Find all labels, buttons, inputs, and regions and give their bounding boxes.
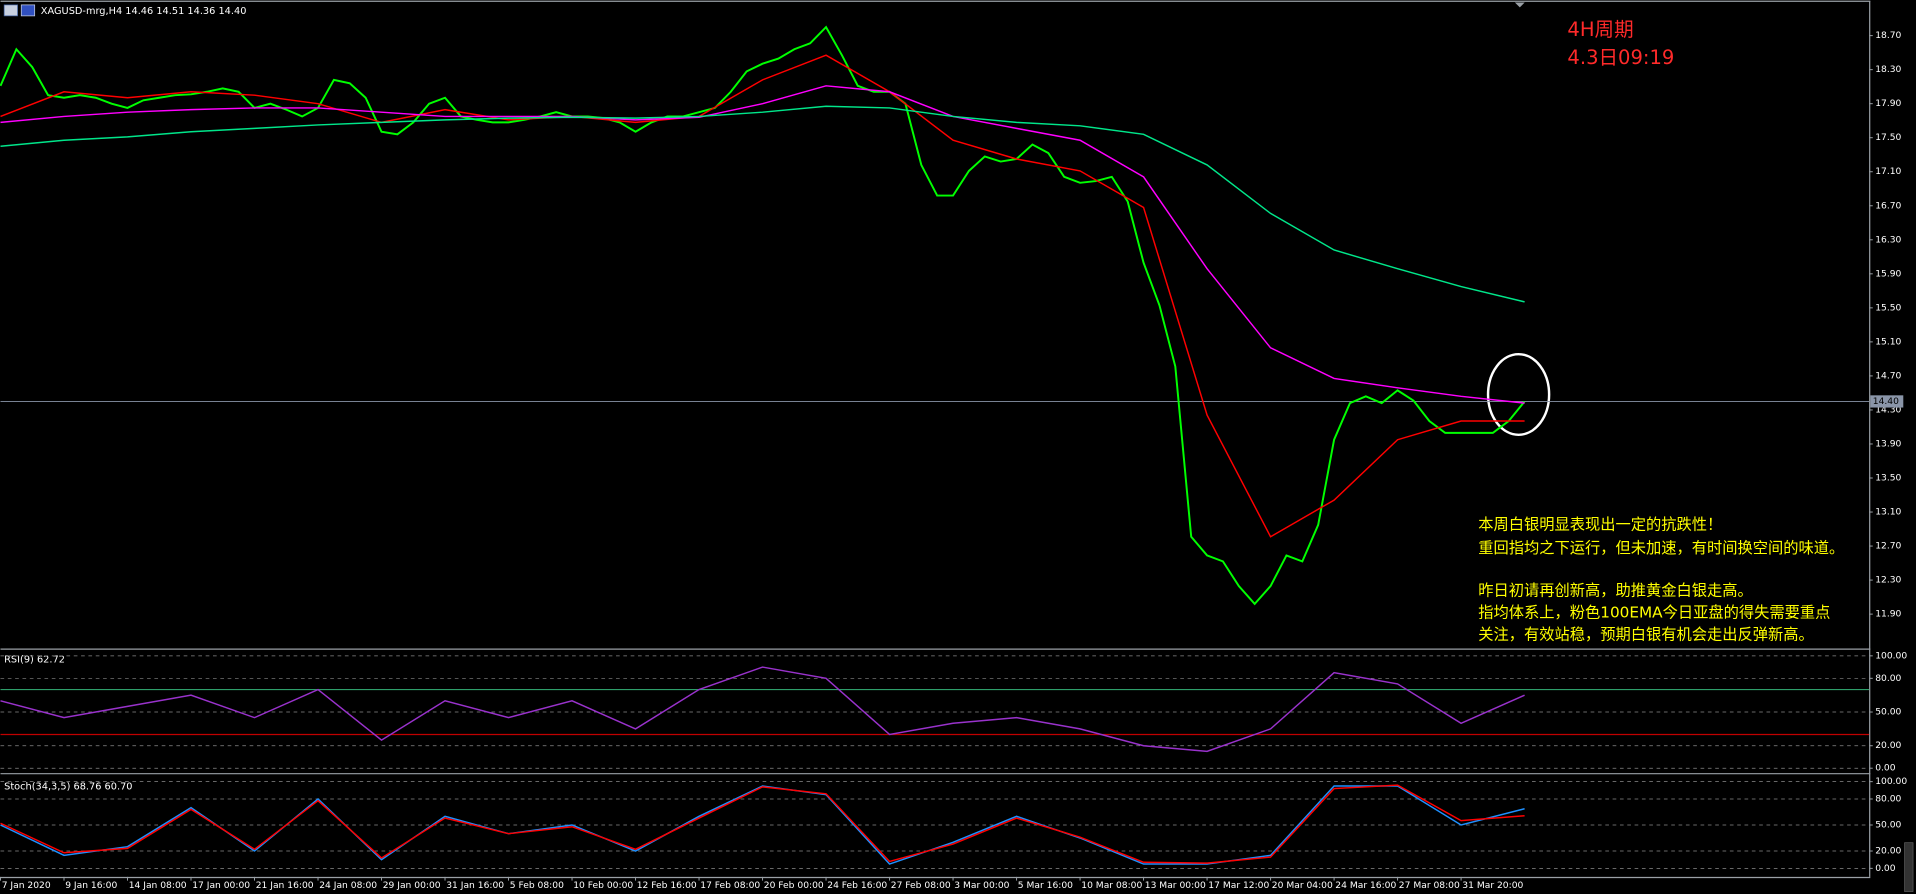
y-tick-label: 20.00: [1875, 741, 1901, 751]
x-tick-label: 9 Jan 16:00: [65, 881, 117, 891]
y-tick-label: 13.10: [1875, 508, 1901, 518]
scrollbar: [1904, 842, 1914, 892]
last-price-box: [1870, 395, 1904, 408]
highlight-circle: [1486, 352, 1551, 437]
y-tick-label: 80.00: [1875, 794, 1901, 804]
y-tick-label: 14.70: [1875, 371, 1901, 381]
last-price-label: 14.40: [1873, 397, 1899, 407]
note-line: 本周白银明显表现出一定的抗跌性！: [1478, 516, 1722, 534]
y-tick-label: 100.00: [1875, 651, 1907, 661]
y-tick-label: 0.00: [1875, 864, 1896, 874]
y-tick-label: 20.00: [1875, 847, 1901, 857]
y-tick-label: 13.50: [1875, 474, 1901, 484]
note-line: 关注，有效站稳，预期白银有机会走出反弹新高。: [1478, 626, 1814, 644]
x-tick-label: 10 Feb 00:00: [573, 881, 633, 891]
y-tick-label: 13.90: [1875, 439, 1901, 449]
series-line: [0, 785, 1525, 865]
x-tick-label: 14 Jan 08:00: [129, 881, 187, 891]
x-tick-label: 27 Mar 08:00: [1399, 881, 1460, 891]
y-tick-label: 16.30: [1875, 235, 1901, 245]
x-tick-label: 17 Jan 00:00: [192, 881, 250, 891]
y-tick-label: 12.70: [1875, 542, 1901, 552]
y-tick-label: 16.70: [1875, 201, 1901, 211]
x-tick-label: 20 Feb 00:00: [764, 881, 824, 891]
y-tick-label: 15.90: [1875, 269, 1901, 279]
series-line: [0, 784, 1525, 864]
y-tick-label: 0.00: [1875, 764, 1896, 774]
x-tick-label: 24 Mar 16:00: [1335, 881, 1396, 891]
annotation: 4H周期: [1567, 18, 1633, 41]
y-tick-label: 80.00: [1875, 674, 1901, 684]
x-tick-label: 27 Feb 08:00: [891, 881, 951, 891]
panel-title: Stoch(34,3,5) 68.76 60.70: [4, 782, 132, 793]
x-tick-label: 13 Mar 00:00: [1145, 881, 1206, 891]
x-tick-label: 21 Jan 16:00: [256, 881, 314, 891]
x-tick-label: 3 Mar 00:00: [954, 881, 1009, 891]
series-line: [0, 105, 1525, 303]
y-tick-label: 18.70: [1875, 31, 1901, 41]
panel-title: RSI(9) 62.72: [4, 655, 65, 666]
y-tick-label: 50.00: [1875, 708, 1901, 718]
y-tick-label: 15.50: [1875, 303, 1901, 313]
x-tick-label: 10 Mar 08:00: [1081, 881, 1142, 891]
y-tick-label: 17.90: [1875, 99, 1901, 109]
x-tick-label: 7 Jan 2020: [2, 881, 51, 891]
x-tick-label: 12 Feb 16:00: [637, 881, 697, 891]
note-line: 指均体系上，粉色100EMA今日亚盘的得失需要重点: [1478, 604, 1830, 622]
note-line: 重回指均之下运行，但未加速，有时间换空间的味道。: [1478, 539, 1844, 557]
y-tick-label: 100.00: [1875, 777, 1907, 787]
x-tick-label: 5 Mar 16:00: [1018, 881, 1073, 891]
x-tick-label: 17 Mar 12:00: [1208, 881, 1269, 891]
series-line: [0, 666, 1525, 753]
x-tick-label: 24 Feb 16:00: [827, 881, 887, 891]
x-tick-label: 20 Mar 04:00: [1272, 881, 1333, 891]
series-line: [0, 54, 1525, 538]
x-tick-label: 17 Feb 08:00: [700, 881, 760, 891]
annotation: 4.3日09:19: [1567, 46, 1674, 69]
x-tick-label: 31 Jan 16:00: [446, 881, 504, 891]
y-tick-label: 14.30: [1875, 405, 1901, 415]
symbol-header: XAGUSD-mrg,H4 14.46 14.51 14.36 14.40: [41, 6, 247, 17]
y-tick-label: 15.10: [1875, 337, 1901, 347]
shift-marker: [1514, 2, 1525, 8]
x-tick-label: 29 Jan 00:00: [383, 881, 441, 891]
y-tick-label: 50.00: [1875, 820, 1901, 830]
y-tick-label: 12.30: [1875, 576, 1901, 586]
x-tick-label: 5 Feb 08:00: [510, 881, 564, 891]
flag-icon: [20, 4, 36, 17]
y-tick-label: 18.30: [1875, 65, 1901, 75]
y-tick-label: 17.10: [1875, 167, 1901, 177]
y-tick-label: 11.90: [1875, 610, 1901, 620]
note-line: 昨日初请再创新高，助推黄金白银走高。: [1478, 582, 1753, 600]
x-tick-label: 24 Jan 08:00: [319, 881, 377, 891]
series-line: [0, 85, 1525, 404]
window-icon: [3, 4, 18, 17]
y-tick-label: 17.50: [1875, 133, 1901, 143]
x-tick-label: 31 Mar 20:00: [1462, 881, 1523, 891]
